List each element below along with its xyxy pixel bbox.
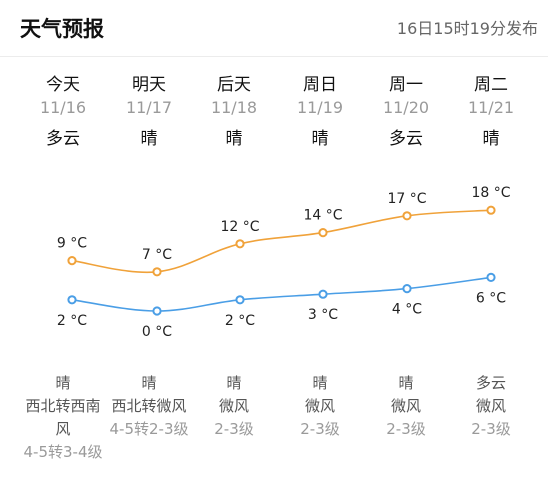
night-info: 晴 微风 2-3级	[191, 372, 277, 441]
day-weather: 晴	[311, 129, 329, 149]
night-weather: 晴	[141, 374, 157, 392]
day-weather: 晴	[225, 129, 243, 149]
high-temp-point	[402, 211, 412, 221]
high-temp-point	[486, 205, 496, 215]
wind-direction: 西北转西南风	[25, 397, 101, 438]
high-temp-label: 18 °C	[471, 185, 510, 201]
low-temp-label: 2 °C	[57, 313, 87, 329]
wind-direction: 微风	[218, 397, 249, 415]
day-weather: 晴	[482, 129, 500, 149]
low-temp-line	[71, 276, 492, 312]
low-temp-point	[67, 295, 77, 305]
low-temp-label: 0 °C	[142, 324, 172, 340]
wind-level: 4-5转2-3级	[109, 420, 189, 438]
night-weather: 晴	[398, 374, 414, 392]
day-name: 周一	[389, 75, 423, 95]
wind-level: 2-3级	[386, 420, 426, 438]
low-temp-point	[318, 289, 328, 299]
low-temp-point	[235, 295, 245, 305]
day-name: 明天	[132, 75, 166, 95]
night-weather: 晴	[312, 374, 328, 392]
high-temp-point	[67, 256, 77, 266]
day-date: 11/21	[467, 98, 515, 117]
low-temp-label: 3 °C	[308, 307, 338, 323]
day-weather: 多云	[389, 129, 423, 149]
low-temp-point	[486, 272, 496, 282]
night-info: 晴 微风 2-3级	[277, 372, 363, 441]
night-info: 晴 微风 2-3级	[363, 372, 449, 441]
day-date: 11/18	[210, 98, 258, 117]
high-temp-point	[152, 267, 162, 277]
high-temp-point	[235, 239, 245, 249]
day-weather: 晴	[140, 129, 158, 149]
high-temp-label: 14 °C	[303, 208, 342, 224]
day-date: 11/20	[382, 98, 430, 117]
wind-direction: 微风	[390, 397, 421, 415]
day-name: 后天	[217, 75, 251, 95]
low-temp-point	[402, 284, 412, 294]
wind-level: 2-3级	[471, 420, 511, 438]
high-temp-label: 9 °C	[57, 236, 87, 252]
high-temp-line	[71, 209, 492, 274]
low-temp-label: 6 °C	[476, 290, 506, 306]
wind-direction: 微风	[304, 397, 335, 415]
high-temp-label: 7 °C	[142, 247, 172, 263]
day-weather: 多云	[46, 129, 80, 149]
wind-direction: 微风	[475, 397, 506, 415]
low-temp-label: 4 °C	[392, 302, 422, 318]
wind-level: 2-3级	[300, 420, 340, 438]
high-temp-point	[318, 228, 328, 238]
forecast-header: 天气预报 16日15时19分发布	[0, 0, 548, 57]
high-temp-label: 12 °C	[220, 219, 259, 235]
day-date: 11/19	[296, 98, 344, 117]
wind-level: 4-5转3-4级	[23, 443, 103, 461]
night-weather: 多云	[475, 374, 506, 392]
day-date: 11/17	[125, 98, 173, 117]
day-name: 周二	[474, 75, 508, 95]
publish-time: 16日15时19分发布	[396, 19, 538, 38]
night-info: 晴 西北转微风 4-5转2-3级	[106, 372, 192, 441]
wind-level: 2-3级	[214, 420, 254, 438]
night-info: 多云 微风 2-3级	[448, 372, 534, 441]
day-name: 今天	[46, 75, 80, 95]
day-name: 周日	[303, 75, 337, 95]
night-info: 晴 西北转西南风 4-5转3-4级	[20, 372, 106, 464]
high-temp-label: 17 °C	[387, 191, 426, 207]
page-title: 天气预报	[20, 17, 104, 41]
night-weather: 晴	[226, 374, 242, 392]
night-weather: 晴	[55, 374, 71, 392]
low-temp-label: 2 °C	[225, 313, 255, 329]
low-temp-point	[152, 306, 162, 316]
wind-direction: 西北转微风	[111, 397, 187, 415]
day-date: 11/16	[39, 98, 87, 117]
